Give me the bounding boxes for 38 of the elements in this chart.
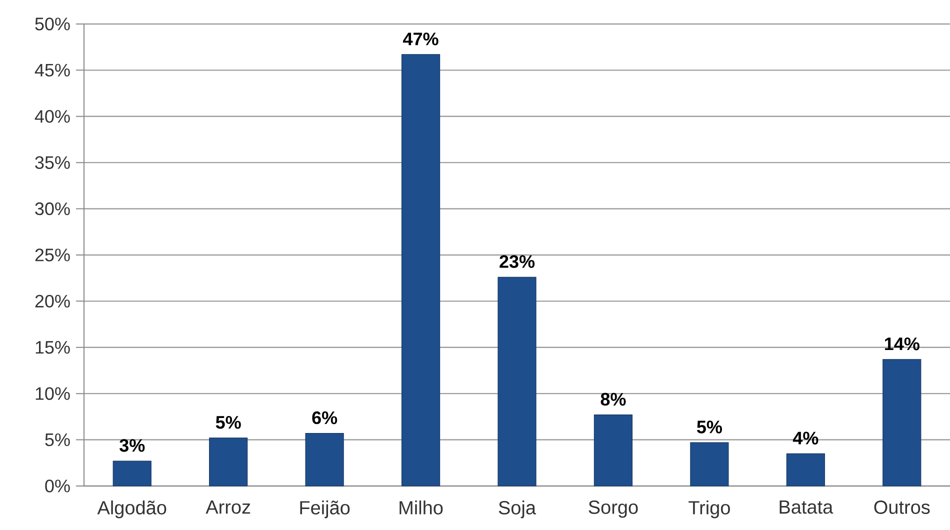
y-tick-label: 25% [35, 248, 70, 262]
data-label: 14% [885, 338, 920, 350]
x-tick-label: Soja [498, 500, 536, 518]
data-label: 3% [120, 439, 145, 452]
data-label: 6% [312, 411, 338, 424]
y-tick-label: 45% [34, 64, 70, 77]
y-tick-label: 20% [35, 294, 70, 308]
y-tick-label: 10% [36, 387, 70, 400]
bar [305, 433, 344, 486]
bar [882, 359, 922, 486]
x-tick-label: Trigo [688, 500, 730, 518]
data-label: 5% [696, 420, 722, 434]
y-tick-label: 0% [45, 480, 70, 492]
x-tick-label: Arroz [206, 500, 250, 514]
y-tick-label: 50% [35, 18, 70, 30]
bar [112, 460, 152, 486]
y-tick-label: 40% [34, 110, 70, 123]
bar [498, 276, 536, 486]
x-tick-label: Algodão [97, 500, 166, 518]
x-tick-label: Milho [400, 500, 443, 514]
y-tick-label: 5% [45, 433, 70, 446]
x-tick-label: Outros [874, 500, 930, 514]
y-tick-label: 35% [35, 156, 70, 169]
x-tick-label: Feijão [300, 500, 350, 518]
data-label: 8% [600, 392, 626, 406]
bar [690, 442, 729, 486]
data-label: 23% [500, 255, 535, 268]
bar [594, 414, 633, 486]
x-tick-label: Sorgo [588, 500, 638, 518]
x-tick-label: Batata [780, 500, 834, 514]
data-label: 4% [792, 432, 818, 444]
data-label: 5% [216, 416, 241, 429]
bar [786, 453, 825, 486]
bar [209, 438, 248, 486]
data-label: 47% [403, 32, 438, 46]
bar [401, 54, 440, 486]
y-tick-label: 30% [35, 202, 70, 216]
y-tick-label: 15% [36, 341, 70, 354]
